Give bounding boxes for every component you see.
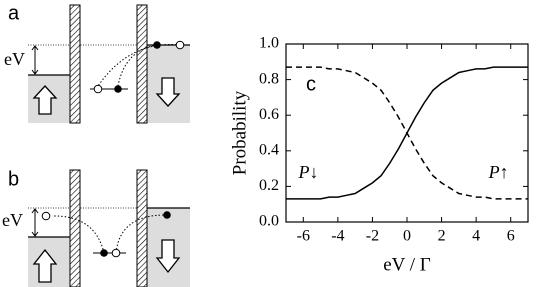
y-tick-label: 0.4 (259, 141, 279, 158)
empty-state (41, 211, 51, 221)
y-axis-label: Probability (229, 90, 250, 175)
filled-state (100, 249, 108, 257)
spin-arrow (32, 85, 58, 115)
x-tick-label: 4 (472, 228, 480, 245)
chart: c eV / Γ Probability 0.0 0.2 0.4 0.6 0.8 1.0 -… (229, 35, 529, 275)
panel-label: b (8, 168, 19, 190)
bias-arrow-head (31, 45, 39, 75)
barrier (69, 169, 81, 287)
x-tick-label: -4 (331, 228, 344, 245)
x-tick-label: -6 (297, 228, 310, 245)
y-tick-label: 0.0 (259, 213, 279, 230)
bias-arrow-head (31, 208, 39, 237)
diagram-a: a eV (4, 2, 190, 124)
tunnel-path (117, 44, 158, 87)
filled-state (163, 211, 171, 219)
x-axis-label: eV / Γ (383, 254, 431, 275)
diagram-b: b eV (2, 168, 190, 287)
y-tick-label: 0.2 (259, 177, 279, 194)
barrier (136, 169, 148, 287)
panel-label: c (306, 73, 316, 95)
x-tick-label: 6 (507, 228, 515, 245)
tunnel-path (97, 44, 181, 87)
y-tick-label: 0.6 (259, 106, 279, 123)
bias-label: eV (2, 210, 23, 230)
series-label: P↑ (488, 162, 509, 182)
tunnel-path (115, 214, 166, 254)
empty-state (93, 84, 103, 94)
panel-label: a (8, 2, 20, 24)
spin-arrow (32, 248, 58, 283)
filled-state (114, 85, 122, 93)
x-tick-label: 2 (438, 228, 446, 245)
empty-state (175, 40, 185, 50)
spin-arrow (155, 77, 181, 107)
filled-state (153, 41, 161, 49)
barrier (69, 4, 81, 124)
empty-state (111, 248, 121, 258)
y-tick-label: 1.0 (259, 35, 279, 52)
bias-label: eV (4, 49, 25, 69)
y-tick-label: 0.8 (259, 70, 279, 87)
series-line (286, 66, 528, 200)
barrier (136, 4, 148, 124)
series-label: P↓ (297, 162, 318, 182)
x-tick-label: -2 (366, 228, 379, 245)
x-tick-label: 0 (403, 228, 411, 245)
spin-arrow (155, 239, 181, 274)
